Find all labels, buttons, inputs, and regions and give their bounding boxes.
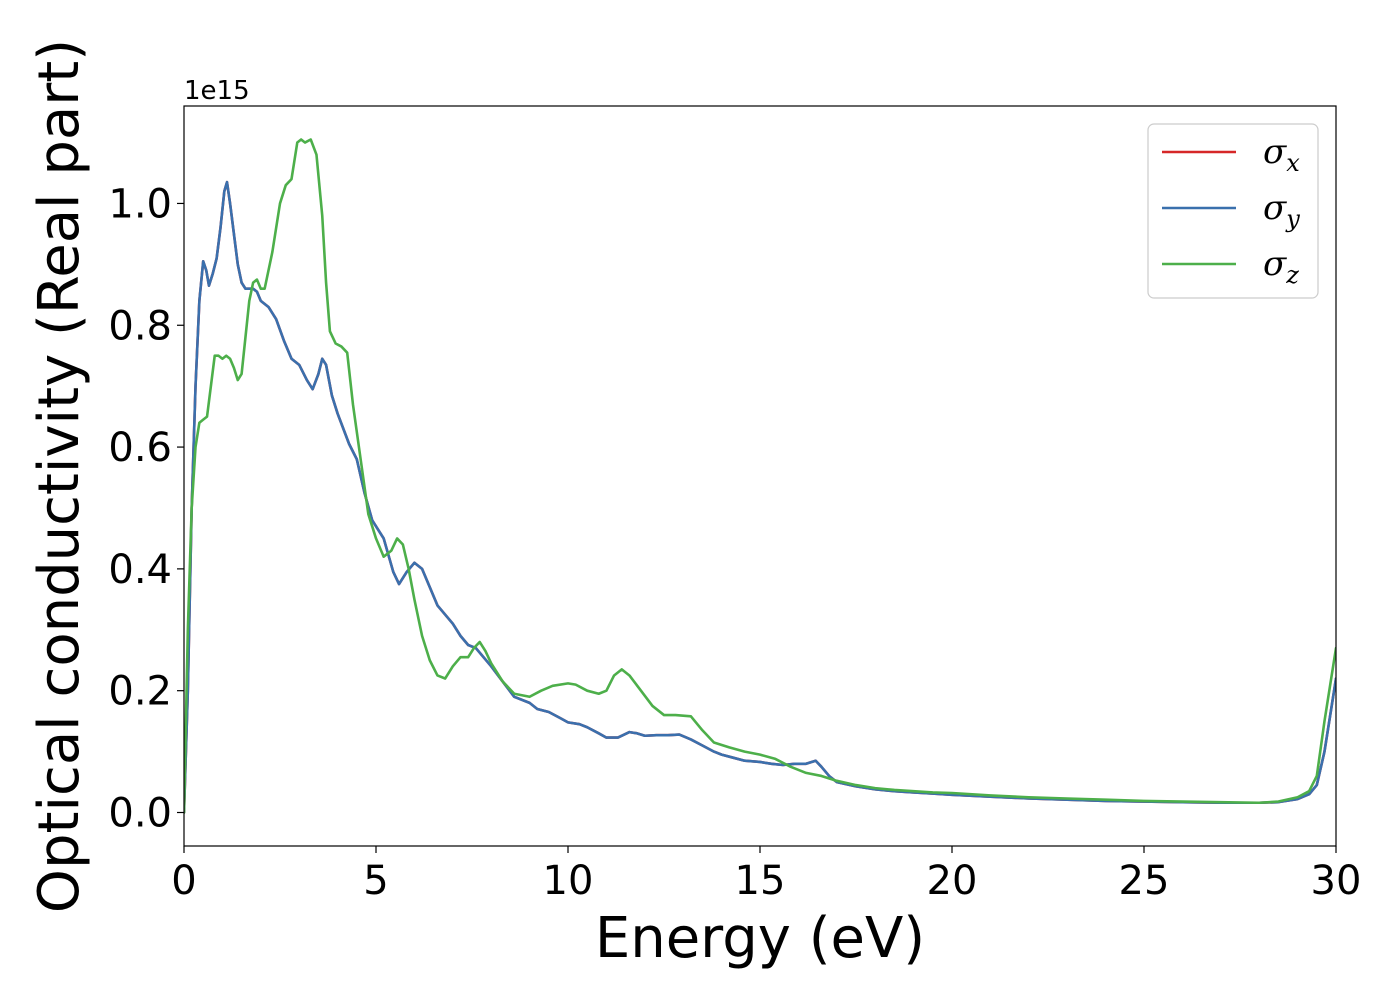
legend-label-x: σx bbox=[1263, 132, 1300, 177]
y-tick-label: 0.0 bbox=[108, 791, 172, 837]
x-axis-title: Energy (eV) bbox=[595, 906, 925, 971]
y-tick-label: 0.4 bbox=[108, 547, 172, 593]
x-tick-label: 15 bbox=[735, 858, 786, 904]
legend-label-y: σy bbox=[1263, 188, 1300, 233]
plot-area bbox=[184, 106, 1336, 846]
y-tick-label: 0.6 bbox=[108, 425, 172, 471]
legend-label-z: σz bbox=[1263, 244, 1299, 289]
y-tick-label: 0.2 bbox=[108, 669, 172, 715]
x-tick-label: 0 bbox=[171, 858, 196, 904]
x-tick-label: 30 bbox=[1311, 858, 1362, 904]
y-offset-label: 1e15 bbox=[184, 76, 250, 106]
y-axis: 0.0 0.2 0.4 0.6 0.8 1.0 bbox=[108, 181, 184, 837]
x-tick-label: 20 bbox=[927, 858, 978, 904]
series-layer bbox=[184, 138, 1336, 814]
y-axis-title: Optical conductivity (Real part) bbox=[27, 39, 92, 913]
x-tick-label: 5 bbox=[363, 858, 388, 904]
y-tick-label: 0.8 bbox=[108, 303, 172, 349]
x-tick-label: 10 bbox=[543, 858, 594, 904]
x-tick-label: 25 bbox=[1119, 858, 1170, 904]
legend: σx σy σz bbox=[1147, 123, 1319, 299]
legend-box bbox=[1147, 123, 1319, 299]
x-axis: 0 5 10 15 20 25 30 bbox=[171, 846, 1361, 904]
series-line-z bbox=[184, 138, 1336, 814]
y-tick-label: 1.0 bbox=[108, 181, 172, 227]
